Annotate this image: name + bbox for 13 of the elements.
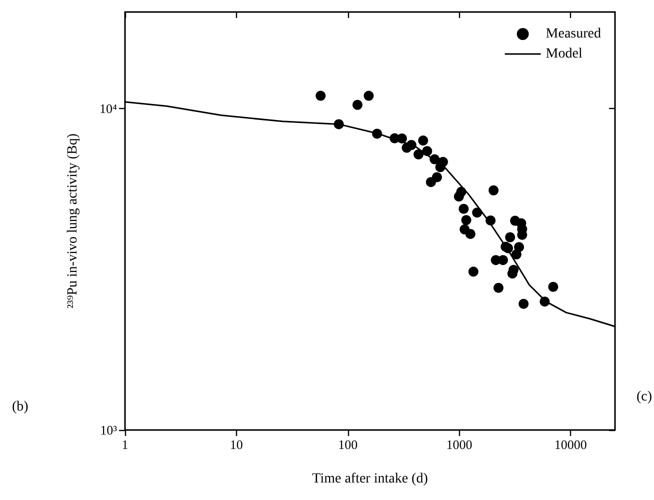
y-axis-title: ²³⁹Pu in-vivo lung activity (Bq) — [66, 133, 80, 309]
x-tick-label: 1 — [122, 437, 128, 452]
legend-label: Model — [546, 46, 582, 62]
legend-label: Measured — [546, 26, 602, 42]
x-tick-label: 10000 — [554, 437, 587, 452]
text: (c) — [636, 390, 652, 404]
x-tick-label: 1000 — [446, 437, 472, 452]
x-tick-label: 100 — [338, 437, 358, 452]
x-tick-label: 10 — [230, 437, 243, 452]
x-axis-title: Time after intake (d) — [312, 472, 428, 486]
y-tick-label: 10³ — [100, 422, 118, 438]
text: (b) — [12, 400, 29, 414]
y-tick-label: 10⁴ — [99, 101, 118, 116]
